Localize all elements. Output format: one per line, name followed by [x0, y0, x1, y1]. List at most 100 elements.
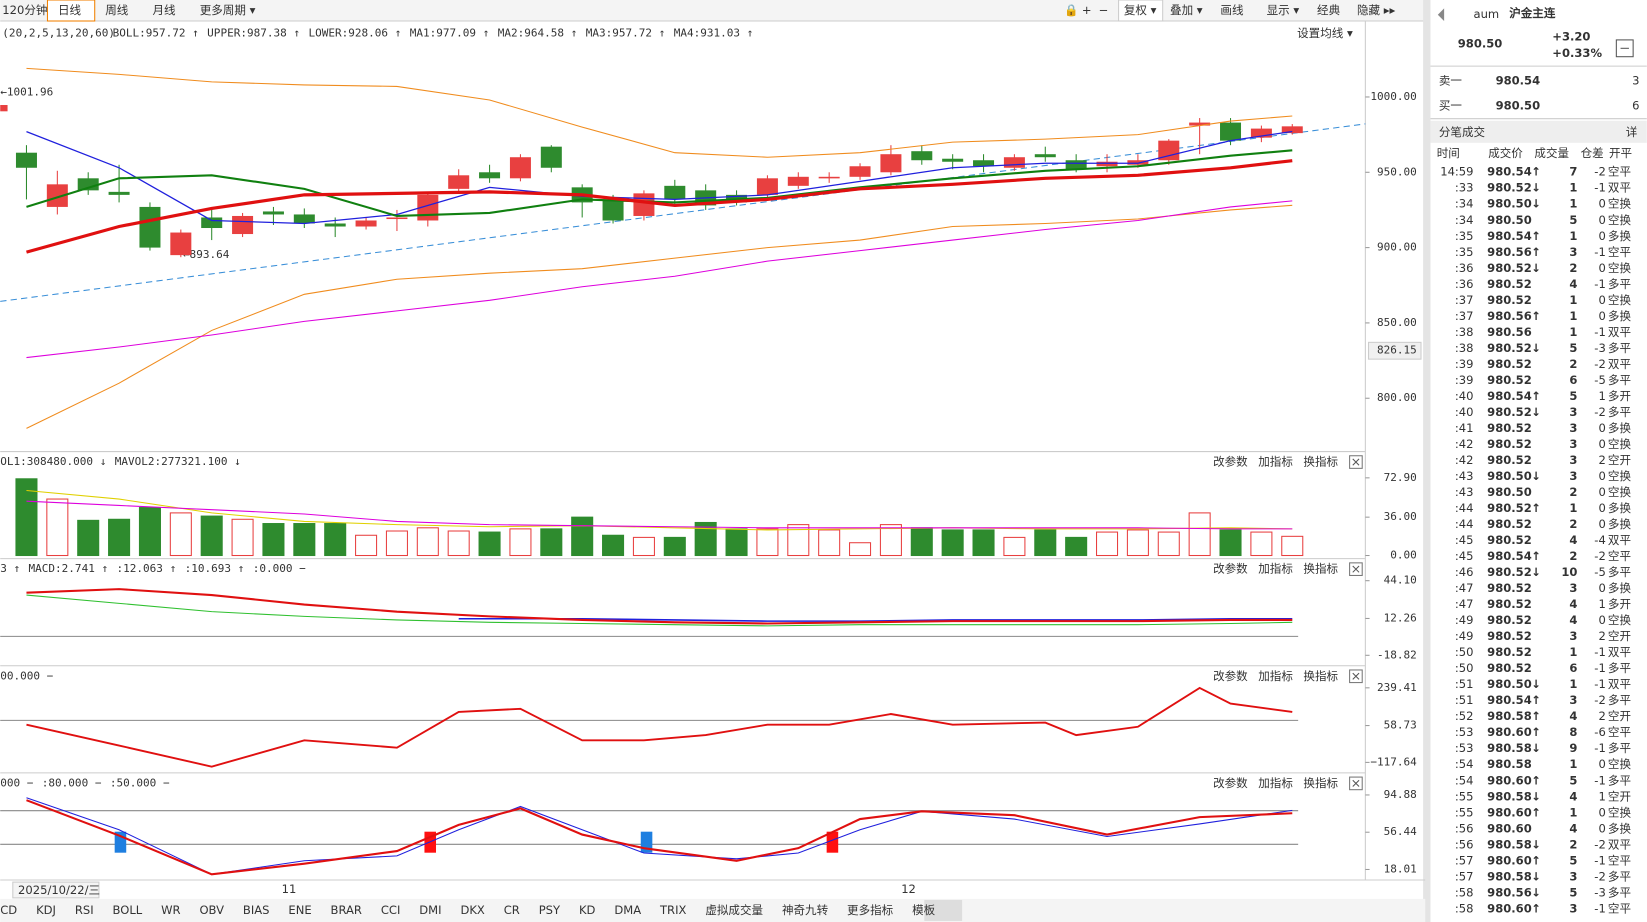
panel-button[interactable]: 加指标 [1258, 776, 1293, 790]
trade-diff: -2 [1594, 357, 1606, 371]
panel-button[interactable]: 加指标 [1258, 455, 1293, 469]
trade-time: :54 [1455, 757, 1474, 771]
tool-button[interactable]: 显示 ▾ [1267, 3, 1300, 17]
indicator-tab[interactable]: DMA [614, 903, 641, 917]
trade-volume: 6 [1569, 661, 1577, 675]
period-tab[interactable]: 月线 [152, 3, 176, 17]
trade-type: 空换 [1608, 757, 1632, 771]
indicator-tab[interactable]: WR [161, 903, 180, 917]
trade-diff: -5 [1594, 373, 1606, 387]
indicator-tab[interactable]: ENE [288, 903, 311, 917]
panel-button[interactable]: 换指标 [1303, 776, 1338, 790]
indicator-tab[interactable]: RSI [75, 903, 94, 917]
volume-bar [447, 530, 470, 557]
candle-body [509, 157, 531, 179]
panel-button[interactable]: 改参数 [1213, 669, 1248, 683]
indicator-tab[interactable]: TRIX [659, 903, 686, 917]
candle-body [46, 184, 68, 207]
indicator-tab[interactable]: DMI [419, 903, 441, 917]
trade-price: 980.60 [1487, 821, 1532, 835]
trade-arrow: ↓ [1531, 261, 1541, 275]
indicator-tab[interactable]: KDJ [36, 903, 56, 917]
trade-price: 980.52 [1487, 357, 1532, 371]
trade-type: 多换 [1608, 501, 1632, 515]
trade-arrow: ↓ [1531, 197, 1541, 211]
indicator-tab[interactable]: CR [504, 903, 520, 917]
panel-button[interactable]: 加指标 [1258, 669, 1293, 683]
indicator-tab[interactable]: CD [0, 903, 17, 917]
trade-type: 多平 [1608, 773, 1631, 787]
panel-button[interactable]: 加指标 [1258, 562, 1293, 576]
tool-button[interactable]: 经典 [1317, 3, 1341, 17]
trade-time: :53 [1455, 741, 1474, 755]
trade-arrow: ↑ [1531, 693, 1541, 707]
period-tab[interactable]: 日线 [58, 3, 82, 17]
trade-diff: -4 [1594, 533, 1606, 547]
lock-icon[interactable]: 🔒 [1064, 3, 1078, 17]
indicator-tab[interactable]: BOLL [113, 903, 143, 917]
trade-price: 980.52 [1487, 661, 1532, 675]
panel-button[interactable]: 改参数 [1213, 562, 1248, 576]
indicator-tab[interactable]: KD [579, 903, 596, 917]
volume-bar [262, 523, 285, 557]
minus-icon[interactable]: − [1099, 3, 1109, 17]
indicator-tab[interactable]: 更多指标 [847, 903, 894, 917]
trade-arrow: ↑ [1531, 389, 1541, 403]
tool-button[interactable]: 画线 [1220, 3, 1244, 17]
indicator-tab[interactable]: 模板 [912, 903, 936, 917]
indicator-tab[interactable]: 虚拟成交量 [705, 903, 763, 917]
trade-arrow: ↑ [1531, 309, 1541, 323]
cursor-price: 826.15 [1377, 344, 1417, 357]
tool-button[interactable]: 隐藏 ▸▸ [1357, 3, 1396, 17]
trade-volume: 2 [1569, 357, 1577, 371]
indicator-tab[interactable]: BIAS [243, 903, 270, 917]
prev-icon[interactable] [1437, 8, 1445, 22]
trade-type: 多平 [1608, 885, 1631, 899]
candle-body [849, 166, 871, 177]
trade-price: 980.52 [1487, 277, 1532, 291]
trade-price: 980.58 [1487, 837, 1532, 851]
trade-diff: 0 [1598, 197, 1605, 211]
trade-time: :39 [1455, 373, 1474, 387]
set-ma[interactable]: 设置均线 ▾ [1297, 26, 1353, 40]
trade-type: 多平 [1608, 741, 1631, 755]
tool-button[interactable]: 复权 ▾ [1124, 3, 1157, 17]
trade-time: :53 [1455, 725, 1474, 739]
period-tab[interactable]: 120分钟 [2, 3, 47, 17]
indicator-tab[interactable]: CCI [381, 903, 401, 917]
indicator-tab[interactable]: PSY [539, 903, 561, 917]
panel-button[interactable]: 换指标 [1303, 669, 1338, 683]
trade-volume: 4 [1569, 789, 1577, 803]
trade-time: :38 [1455, 341, 1474, 355]
candle-body [911, 151, 933, 161]
indicator-tab[interactable]: OBV [199, 903, 224, 917]
period-tab[interactable]: 更多周期 ▾ [200, 3, 256, 17]
panel-button[interactable]: 改参数 [1213, 776, 1248, 790]
candle-body [77, 178, 99, 191]
volume-bar [818, 529, 841, 557]
trade-time: :55 [1455, 805, 1474, 819]
panel-button[interactable]: 改参数 [1213, 455, 1248, 469]
y-tick-label: 900.00 [1377, 241, 1417, 254]
tool-button[interactable]: 叠加 ▾ [1170, 3, 1203, 17]
trade-price: 980.52 [1487, 581, 1532, 595]
trade-volume: 5 [1569, 389, 1577, 403]
panel-button[interactable]: 换指标 [1303, 455, 1338, 469]
plus-icon[interactable]: + [1082, 3, 1092, 17]
panel-button[interactable]: 换指标 [1303, 562, 1338, 576]
indicator-line [26, 594, 1293, 627]
candle-body [293, 214, 315, 224]
trade-type: 空换 [1608, 613, 1632, 627]
trade-volume: 3 [1569, 469, 1577, 483]
indicator-tab[interactable]: 神奇九转 [782, 903, 829, 917]
trade-price: 980.60 [1487, 725, 1532, 739]
trade-type: 空平 [1608, 853, 1631, 867]
period-tab[interactable]: 周线 [105, 3, 129, 17]
indicator-tab[interactable]: DKX [460, 903, 484, 917]
collapse-icon[interactable] [1615, 39, 1634, 58]
legend-entry: MA1:977.09 ↑ [410, 27, 490, 40]
trades-detail[interactable]: 详 [1626, 125, 1638, 139]
indicator-tab[interactable]: BRAR [331, 903, 362, 917]
trade-volume: 2 [1569, 261, 1577, 275]
trade-type: 多换 [1608, 821, 1632, 835]
